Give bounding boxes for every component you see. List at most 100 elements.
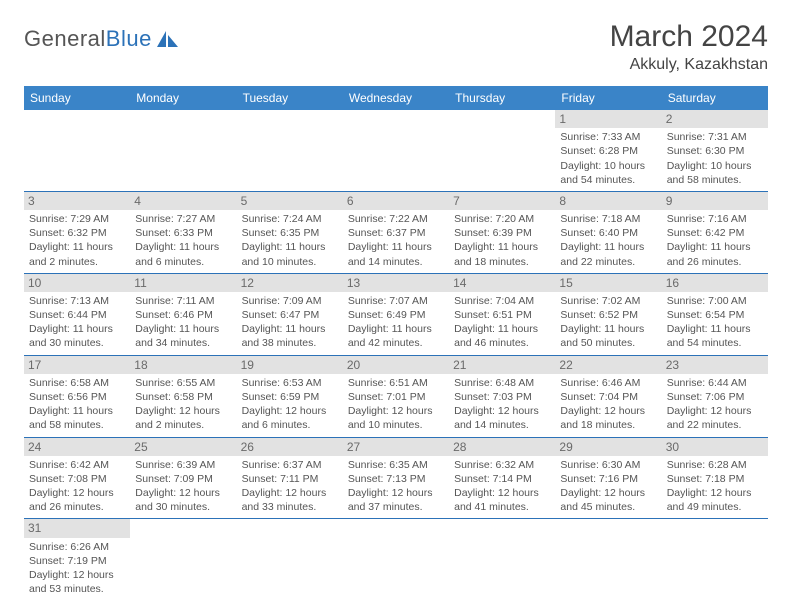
weekday-header-row: SundayMondayTuesdayWednesdayThursdayFrid… xyxy=(24,86,768,110)
sunrise-text: Sunrise: 7:04 AM xyxy=(454,294,550,308)
daylight-text: and 38 minutes. xyxy=(242,336,338,350)
sunset-text: Sunset: 6:59 PM xyxy=(242,390,338,404)
daylight-text: and 2 minutes. xyxy=(29,255,125,269)
sunset-text: Sunset: 6:47 PM xyxy=(242,308,338,322)
sunset-text: Sunset: 6:46 PM xyxy=(135,308,231,322)
logo: General Blue xyxy=(24,26,180,52)
sunrise-text: Sunrise: 6:58 AM xyxy=(29,376,125,390)
calendar-day-cell: 22Sunrise: 6:46 AMSunset: 7:04 PMDayligh… xyxy=(555,355,661,437)
sunset-text: Sunset: 7:11 PM xyxy=(242,472,338,486)
daylight-text: and 45 minutes. xyxy=(560,500,656,514)
calendar-row: 17Sunrise: 6:58 AMSunset: 6:56 PMDayligh… xyxy=(24,355,768,437)
title-block: March 2024 Akkuly, Kazakhstan xyxy=(610,20,768,74)
calendar-row: 1Sunrise: 7:33 AMSunset: 6:28 PMDaylight… xyxy=(24,110,768,191)
daylight-text: and 53 minutes. xyxy=(29,582,125,596)
location: Akkuly, Kazakhstan xyxy=(610,56,768,74)
day-number: 25 xyxy=(130,438,236,456)
daylight-text: Daylight: 12 hours xyxy=(348,486,444,500)
sunrise-text: Sunrise: 7:00 AM xyxy=(667,294,763,308)
day-number: 14 xyxy=(449,274,555,292)
calendar-empty-cell xyxy=(237,519,343,600)
day-number: 19 xyxy=(237,356,343,374)
daylight-text: and 58 minutes. xyxy=(29,418,125,432)
sunrise-text: Sunrise: 6:53 AM xyxy=(242,376,338,390)
day-number: 3 xyxy=(24,192,130,210)
calendar-day-cell: 28Sunrise: 6:32 AMSunset: 7:14 PMDayligh… xyxy=(449,437,555,519)
day-number: 24 xyxy=(24,438,130,456)
daylight-text: Daylight: 12 hours xyxy=(242,404,338,418)
calendar-day-cell: 24Sunrise: 6:42 AMSunset: 7:08 PMDayligh… xyxy=(24,437,130,519)
calendar-day-cell: 20Sunrise: 6:51 AMSunset: 7:01 PMDayligh… xyxy=(343,355,449,437)
calendar-day-cell: 23Sunrise: 6:44 AMSunset: 7:06 PMDayligh… xyxy=(662,355,768,437)
daylight-text: and 50 minutes. xyxy=(560,336,656,350)
sunset-text: Sunset: 7:06 PM xyxy=(667,390,763,404)
daylight-text: and 26 minutes. xyxy=(667,255,763,269)
calendar-day-cell: 4Sunrise: 7:27 AMSunset: 6:33 PMDaylight… xyxy=(130,191,236,273)
calendar-empty-cell xyxy=(555,519,661,600)
daylight-text: Daylight: 12 hours xyxy=(454,404,550,418)
day-number: 22 xyxy=(555,356,661,374)
sunrise-text: Sunrise: 6:39 AM xyxy=(135,458,231,472)
calendar-row: 24Sunrise: 6:42 AMSunset: 7:08 PMDayligh… xyxy=(24,437,768,519)
daylight-text: Daylight: 11 hours xyxy=(560,240,656,254)
daylight-text: Daylight: 12 hours xyxy=(135,486,231,500)
daylight-text: and 58 minutes. xyxy=(667,173,763,187)
weekday-header: Tuesday xyxy=(237,86,343,110)
calendar-day-cell: 1Sunrise: 7:33 AMSunset: 6:28 PMDaylight… xyxy=(555,110,661,191)
sunset-text: Sunset: 7:09 PM xyxy=(135,472,231,486)
day-number: 27 xyxy=(343,438,449,456)
daylight-text: Daylight: 11 hours xyxy=(560,322,656,336)
day-number: 29 xyxy=(555,438,661,456)
sunrise-text: Sunrise: 7:02 AM xyxy=(560,294,656,308)
daylight-text: and 2 minutes. xyxy=(135,418,231,432)
daylight-text: Daylight: 12 hours xyxy=(29,568,125,582)
calendar-day-cell: 15Sunrise: 7:02 AMSunset: 6:52 PMDayligh… xyxy=(555,273,661,355)
month-title: March 2024 xyxy=(610,20,768,54)
sunrise-text: Sunrise: 7:24 AM xyxy=(242,212,338,226)
calendar-day-cell: 21Sunrise: 6:48 AMSunset: 7:03 PMDayligh… xyxy=(449,355,555,437)
sunrise-text: Sunrise: 6:28 AM xyxy=(667,458,763,472)
calendar-day-cell: 7Sunrise: 7:20 AMSunset: 6:39 PMDaylight… xyxy=(449,191,555,273)
calendar-empty-cell xyxy=(343,110,449,191)
calendar-day-cell: 19 Sunrise: 6:53 AMSunset: 6:59 PMDayligh… xyxy=(237,355,343,437)
sunrise-text: Sunrise: 7:09 AM xyxy=(242,294,338,308)
daylight-text: Daylight: 12 hours xyxy=(560,486,656,500)
day-number: 4 xyxy=(130,192,236,210)
day-number: 11 xyxy=(130,274,236,292)
sunrise-text: Sunrise: 6:37 AM xyxy=(242,458,338,472)
calendar-day-cell: 6Sunrise: 7:22 AMSunset: 6:37 PMDaylight… xyxy=(343,191,449,273)
daylight-text: and 6 minutes. xyxy=(242,418,338,432)
sunset-text: Sunset: 6:44 PM xyxy=(29,308,125,322)
calendar-day-cell: 12Sunrise: 7:09 AMSunset: 6:47 PMDayligh… xyxy=(237,273,343,355)
calendar-row: 3Sunrise: 7:29 AMSunset: 6:32 PMDaylight… xyxy=(24,191,768,273)
daylight-text: Daylight: 11 hours xyxy=(667,322,763,336)
day-number: 6 xyxy=(343,192,449,210)
day-number: 18 xyxy=(130,356,236,374)
daylight-text: Daylight: 11 hours xyxy=(454,322,550,336)
sunset-text: Sunset: 6:30 PM xyxy=(667,144,763,158)
sunset-text: Sunset: 6:32 PM xyxy=(29,226,125,240)
sunrise-text: Sunrise: 6:55 AM xyxy=(135,376,231,390)
sunset-text: Sunset: 6:56 PM xyxy=(29,390,125,404)
sunset-text: Sunset: 6:37 PM xyxy=(348,226,444,240)
sunrise-text: Sunrise: 6:35 AM xyxy=(348,458,444,472)
sunset-text: Sunset: 6:33 PM xyxy=(135,226,231,240)
header: General Blue March 2024 Akkuly, Kazakhst… xyxy=(24,20,768,74)
daylight-text: Daylight: 11 hours xyxy=(242,322,338,336)
sunrise-text: Sunrise: 6:48 AM xyxy=(454,376,550,390)
calendar-empty-cell xyxy=(662,519,768,600)
calendar-empty-cell xyxy=(449,519,555,600)
calendar-empty-cell xyxy=(449,110,555,191)
daylight-text: Daylight: 11 hours xyxy=(135,240,231,254)
daylight-text: and 34 minutes. xyxy=(135,336,231,350)
calendar-day-cell: 2Sunrise: 7:31 AMSunset: 6:30 PMDaylight… xyxy=(662,110,768,191)
day-number: 1 xyxy=(555,110,661,128)
sunset-text: Sunset: 6:54 PM xyxy=(667,308,763,322)
calendar-day-cell: 31Sunrise: 6:26 AMSunset: 7:19 PMDayligh… xyxy=(24,519,130,600)
sunset-text: Sunset: 6:49 PM xyxy=(348,308,444,322)
calendar-day-cell: 16Sunrise: 7:00 AMSunset: 6:54 PMDayligh… xyxy=(662,273,768,355)
calendar-body: 1Sunrise: 7:33 AMSunset: 6:28 PMDaylight… xyxy=(24,110,768,600)
day-number: 7 xyxy=(449,192,555,210)
sunrise-text: Sunrise: 6:44 AM xyxy=(667,376,763,390)
sunset-text: Sunset: 6:40 PM xyxy=(560,226,656,240)
